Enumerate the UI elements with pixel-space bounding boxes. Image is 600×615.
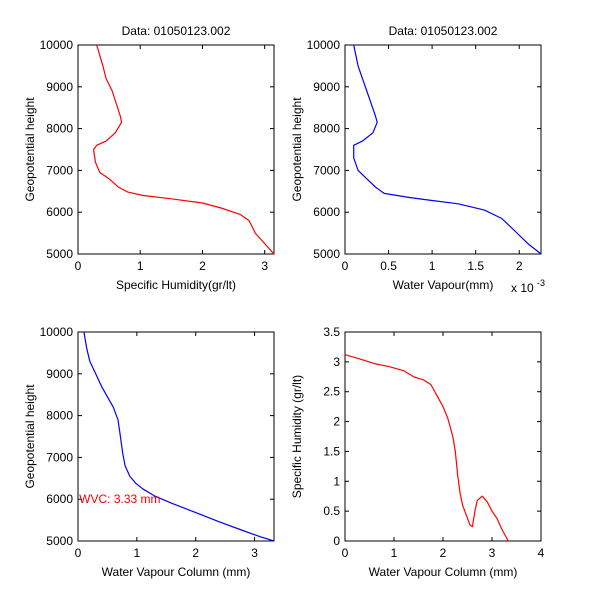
x-tick-label: 0.5 <box>380 259 397 273</box>
series-line-1 <box>92 44 275 255</box>
chart-title: Data: 01050123.002 <box>122 24 231 38</box>
x-tick-label: 0 <box>75 546 82 560</box>
y-tick-label: 10000 <box>40 38 74 52</box>
chart-panel-1: 0 1 2 3 5000 6000 7000 8000 9000 10000 Data: 01050… <box>23 24 275 292</box>
chart-panel-2: 0 0.5 1 1.5 2 5000 6000 7000 8000 9000 10000 Data: … <box>290 24 545 295</box>
x-axis-label: Water Vapour Column (mm) <box>369 565 518 579</box>
y-tick-label: 6000 <box>46 492 73 506</box>
y-axis-label: Geopotential height <box>290 97 304 202</box>
series-line-1 <box>83 331 275 542</box>
y-tick-label: 7000 <box>46 163 73 177</box>
y-tick-label: 6000 <box>313 205 340 219</box>
y-tick-label: 8000 <box>46 122 73 136</box>
series-line-1 <box>344 354 509 542</box>
y-tick-label: 7000 <box>46 450 73 464</box>
y-axis-label: Geopotential height <box>23 97 37 202</box>
y-tick-label: 0 <box>333 534 340 548</box>
x-tick-label: 3 <box>261 259 268 273</box>
chart-panel-3: 0 1 2 3 5000 6000 7000 8000 9000 10000 Water Vapou… <box>23 325 275 579</box>
x-axis-label: Specific Humidity(gr/lt) <box>116 278 236 292</box>
y-tick-label: 0.5 <box>323 504 340 518</box>
x-tick-label: 3 <box>251 546 258 560</box>
x-axis-label: Water Vapour Column (mm) <box>102 565 251 579</box>
y-tick-label: 5000 <box>313 247 340 261</box>
x-tick-label: 2 <box>192 546 199 560</box>
chart-title: Data: 01050123.002 <box>389 24 498 38</box>
y-tick-label: 9000 <box>313 80 340 94</box>
y-tick-label: 2 <box>333 415 340 429</box>
y-tick-label: 7000 <box>313 163 340 177</box>
wvc-annotation: WVC: 3.33 mm <box>79 492 160 506</box>
plot-frame <box>77 331 275 542</box>
y-axis-label: Geopotential height <box>23 384 37 489</box>
x-tick-label: 1 <box>134 546 141 560</box>
x-tick-label: 3 <box>489 546 496 560</box>
series-line-1 <box>353 44 542 255</box>
y-tick-label: 9000 <box>46 80 73 94</box>
x-axis-exponent: x 10 <box>511 281 534 295</box>
y-tick-label: 3 <box>333 355 340 369</box>
y-tick-label: 6000 <box>46 205 73 219</box>
y-tick-label: 3.5 <box>323 325 340 339</box>
x-tick-label: 4 <box>538 546 545 560</box>
x-tick-label: 2 <box>440 546 447 560</box>
y-tick-label: 10000 <box>40 325 74 339</box>
plot-frame <box>77 44 275 255</box>
plot-frame <box>344 331 542 542</box>
x-tick-label: 0 <box>342 546 349 560</box>
x-tick-label: 0 <box>75 259 82 273</box>
x-axis-exponent-power: -3 <box>537 278 545 288</box>
x-tick-label: 1 <box>391 546 398 560</box>
x-tick-label: 1 <box>137 259 144 273</box>
x-tick-label: 2 <box>516 259 523 273</box>
y-axis-label: Specific Humidity (gr/lt) <box>290 375 304 498</box>
chart-panel-4: 0 1 2 3 4 0 0.5 1 1.5 2 2.5 3 3.5 Water Vapour Column… <box>290 325 545 579</box>
y-tick-label: 9000 <box>46 367 73 381</box>
y-tick-label: 8000 <box>313 122 340 136</box>
plot-frame <box>344 44 542 255</box>
x-axis-label: Water Vapour(mm) <box>393 278 494 292</box>
y-tick-label: 8000 <box>46 409 73 423</box>
y-tick-label: 5000 <box>46 534 73 548</box>
y-tick-label: 2.5 <box>323 385 340 399</box>
x-tick-label: 1.5 <box>467 259 484 273</box>
y-tick-label: 10000 <box>307 38 341 52</box>
y-tick-label: 1.5 <box>323 444 340 458</box>
x-tick-label: 0 <box>342 259 349 273</box>
x-tick-label: 1 <box>429 259 436 273</box>
x-tick-label: 2 <box>199 259 206 273</box>
y-tick-label: 1 <box>333 474 340 488</box>
y-tick-label: 5000 <box>46 247 73 261</box>
